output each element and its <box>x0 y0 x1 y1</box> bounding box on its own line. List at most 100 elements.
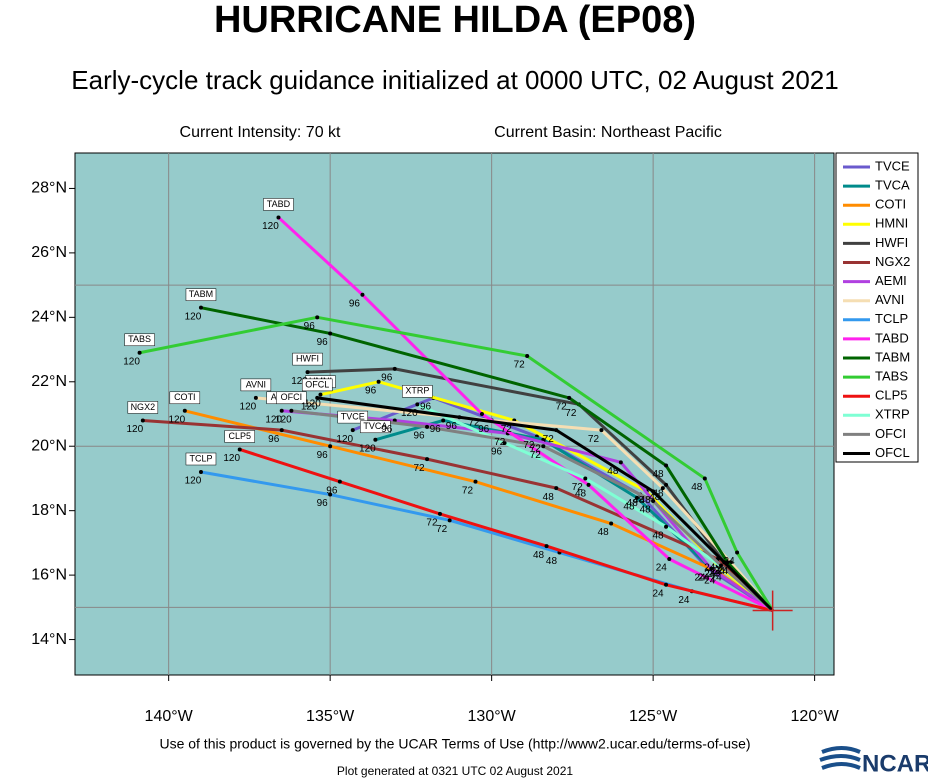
hour-label: 24 <box>698 572 710 583</box>
model-tag: NGX2 <box>131 402 156 412</box>
track-point <box>305 370 310 375</box>
legend-label: HWFI <box>875 235 908 250</box>
model-tag-box <box>124 333 155 347</box>
track-point <box>279 408 284 413</box>
hour-label: 96 <box>491 447 503 458</box>
hour-label: 120 <box>275 414 292 425</box>
hour-label: 96 <box>326 485 338 496</box>
track-line <box>239 448 773 613</box>
hour-label: 24 <box>704 569 716 580</box>
hour-label: 96 <box>268 434 280 445</box>
hour-label: 48 <box>607 466 619 477</box>
hour-label: 96 <box>317 498 329 509</box>
y-tick-label: 22°N <box>31 373 67 390</box>
model-tag-box <box>185 288 217 301</box>
y-tick-label: 14°N <box>31 631 67 648</box>
hour-label: 48 <box>575 489 587 500</box>
x-tick-label: 120°W <box>791 708 840 725</box>
hour-label: 24 <box>694 572 706 583</box>
track-point <box>328 331 333 336</box>
legend-label: AEMI <box>875 273 907 288</box>
track-line <box>277 216 774 612</box>
legend-label: HMNI <box>875 216 908 231</box>
hour-label: 72 <box>494 437 506 448</box>
track-point <box>441 418 446 423</box>
track-line <box>281 409 774 612</box>
hour-label: 72 <box>556 402 568 413</box>
hour-label: 96 <box>381 373 393 384</box>
track-point <box>473 479 478 484</box>
track-point <box>664 482 669 487</box>
hour-label: 48 <box>652 469 664 480</box>
hour-label: 24 <box>711 572 723 583</box>
model-tag: AVNI <box>246 379 266 389</box>
hour-label: 48 <box>627 498 639 509</box>
hour-label: 72 <box>436 524 448 535</box>
hour-label: 72 <box>543 434 555 445</box>
x-tick-label: 130°W <box>468 708 517 725</box>
hour-label: 72 <box>501 424 513 435</box>
hour-label: 120 <box>336 434 353 445</box>
legend-label: COTI <box>875 197 906 212</box>
hour-label: 96 <box>349 298 361 309</box>
track-point <box>289 408 294 413</box>
track-point <box>541 444 546 449</box>
track-point <box>583 476 588 481</box>
hour-label: 48 <box>546 556 558 567</box>
hour-label: 72 <box>565 408 577 419</box>
hour-label: 48 <box>652 530 664 541</box>
logo: NCAR <box>862 750 928 777</box>
hour-label: 24 <box>652 588 664 599</box>
legend-label: TVCA <box>875 178 910 193</box>
hour-label: 120 <box>240 402 257 413</box>
y-tick-label: 28°N <box>31 180 67 197</box>
model-tag-box <box>337 410 369 424</box>
legend-label: TABM <box>875 349 910 364</box>
track-point <box>554 428 559 433</box>
model-tag: COTI <box>174 392 196 402</box>
track-point <box>315 315 320 320</box>
hour-label: 96 <box>420 402 432 413</box>
hour-label: 96 <box>381 424 393 435</box>
track-point <box>279 428 284 433</box>
hour-label: 120 <box>291 376 308 387</box>
hour-label: 72 <box>530 443 542 454</box>
model-tag-box <box>276 391 307 405</box>
hour-label: 120 <box>401 408 418 419</box>
track-point <box>722 560 727 565</box>
track-point <box>718 563 723 568</box>
hour-label: 96 <box>317 337 329 348</box>
hour-label: 48 <box>533 550 545 561</box>
model-tag: XTRP <box>405 386 429 396</box>
hour-label: 48 <box>633 495 645 506</box>
track-point <box>702 476 707 481</box>
hour-label: 120 <box>168 414 185 425</box>
hour-label: 120 <box>185 311 202 322</box>
model-tag-box <box>402 385 433 398</box>
model-tag: TABS <box>128 334 151 344</box>
hour-label: 48 <box>598 527 610 538</box>
hour-label: 120 <box>123 356 140 367</box>
model-tag: TVCE <box>341 411 365 421</box>
hour-label: 48 <box>640 505 652 516</box>
hour-label: 120 <box>223 453 240 464</box>
track-line <box>142 418 774 612</box>
track-point <box>253 395 258 400</box>
footer: Use of this product is governed by the U… <box>159 736 750 752</box>
hour-label: 96 <box>317 450 329 461</box>
x-tick-label: 125°W <box>629 708 678 725</box>
hour-label: 24 <box>704 563 716 574</box>
hour-label: 48 <box>652 489 664 500</box>
model-tag-box <box>127 401 159 414</box>
legend-label: TCLP <box>875 311 908 326</box>
legend-label: CLP5 <box>875 388 908 403</box>
track-point <box>182 408 187 413</box>
hour-label: 96 <box>430 424 442 435</box>
track-point <box>667 557 672 561</box>
track-point <box>328 444 333 449</box>
track-point <box>376 379 381 384</box>
legend-label: TABS <box>875 369 908 384</box>
hour-label: 120 <box>301 402 318 413</box>
track-point <box>425 457 430 462</box>
model-tag-box <box>224 430 255 443</box>
